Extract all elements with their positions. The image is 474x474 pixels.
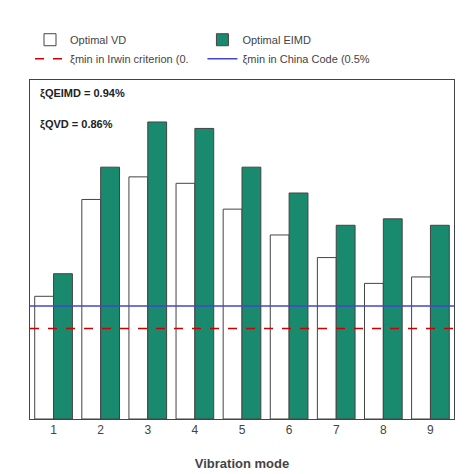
svg-text:Optimal VD: Optimal VD [70,34,126,46]
svg-text:6: 6 [286,423,293,437]
svg-text:5: 5 [239,423,246,437]
svg-text:2: 2 [97,423,104,437]
svg-text:3: 3 [144,423,151,437]
svg-text:ξQVD = 0.86%: ξQVD = 0.86% [40,118,113,131]
svg-text:ξQEIMD = 0.94%: ξQEIMD = 0.94% [40,87,125,100]
svg-text:9: 9 [427,423,434,437]
svg-text:4: 4 [192,423,199,437]
svg-text:Optimal EIMD: Optimal EIMD [242,34,311,46]
svg-text:7: 7 [333,423,340,437]
svg-text:1: 1 [50,423,57,437]
svg-text:Vibration mode: Vibration mode [195,456,289,471]
svg-text:ξmin in Irwin criterion (0.: ξmin in Irwin criterion (0. [70,53,189,65]
svg-text:8: 8 [380,423,387,437]
svg-text:ξmin in China Code (0.5%: ξmin in China Code (0.5% [242,53,369,65]
